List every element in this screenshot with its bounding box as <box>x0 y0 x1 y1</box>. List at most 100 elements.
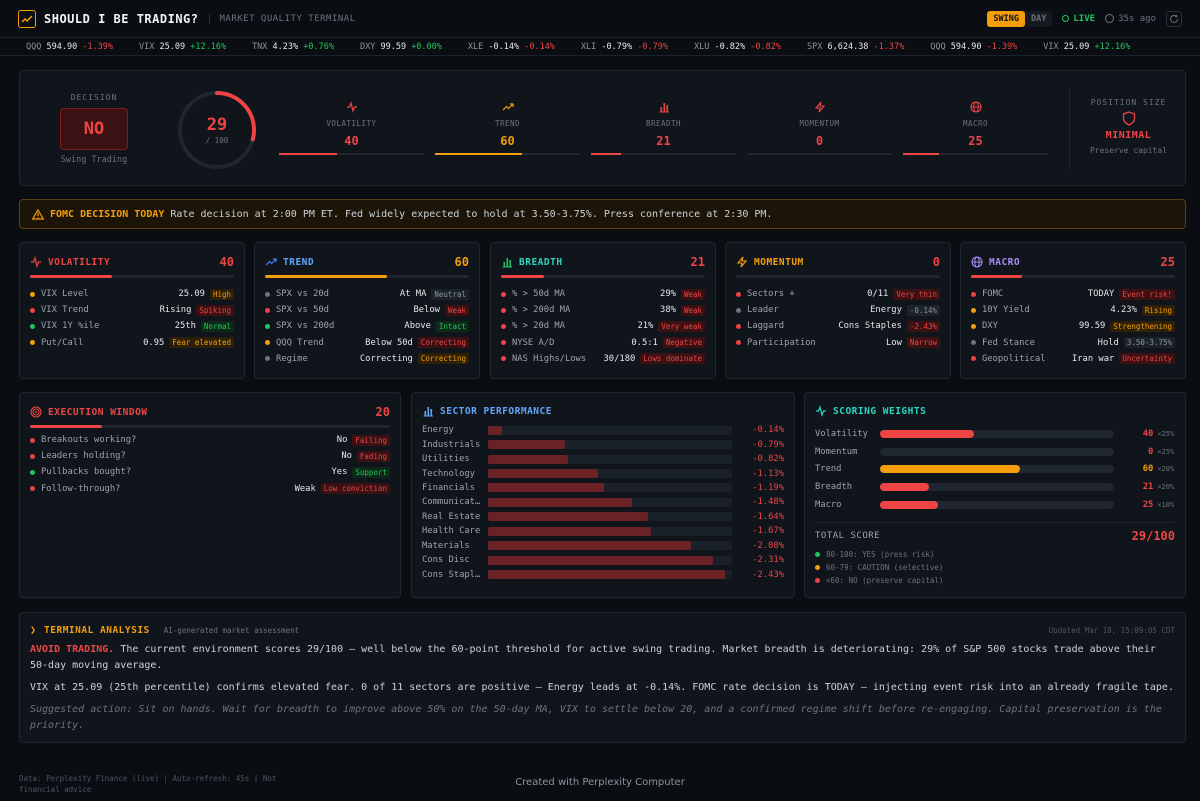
row-value: 29% <box>660 289 676 300</box>
sector-bar-track <box>488 469 732 479</box>
analysis-text: The current environment scores 29/100 — … <box>30 644 1156 671</box>
status-badge: Narrow <box>906 337 940 349</box>
status-dot-icon <box>30 453 35 459</box>
analysis-verdict: AVOID TRADING. <box>30 644 115 655</box>
weight-row: Macro 25 ×10% <box>805 496 1185 514</box>
weight-bar-track <box>879 447 1114 456</box>
sector-row: Cons Disc -2.31% <box>422 553 784 567</box>
sector-bar <box>488 440 566 450</box>
app-subtitle: MARKET QUALITY TERMINAL <box>208 13 356 24</box>
metric-value: 21 <box>656 134 671 148</box>
analysis-paragraph-2: VIX at 25.09 (25th percentile) confirms … <box>30 682 1174 693</box>
metric-bar <box>435 153 522 155</box>
weight-bar-track <box>879 501 1114 510</box>
metric-value: 40 <box>344 134 359 148</box>
footer-credit[interactable]: Created with Perplexity Computer <box>515 777 685 788</box>
row-value: 0.95 <box>143 337 165 348</box>
panel-title: EXECUTION WINDOW <box>48 406 148 418</box>
row-value: 0.5:1 <box>631 337 658 348</box>
ticker-change: -1.39% <box>986 41 1018 52</box>
row-value: Iran war <box>1071 353 1115 364</box>
sector-change: -1.48% <box>752 497 784 508</box>
row-label: Put/Call <box>41 337 84 348</box>
sector-bar-track <box>488 541 732 551</box>
sector-name: Communicat… <box>422 497 481 508</box>
legend-item: 80-100: YES (press risk) <box>805 548 1185 561</box>
row-label: Leaders holding? <box>41 451 126 462</box>
sector-name: Technology <box>422 468 475 479</box>
row-label: VIX Level <box>41 289 89 300</box>
ticker-tape: QQQ 594.90 -1.39% VIX 25.09 +12.16% TNX 4.… <box>0 38 1200 56</box>
status-badge: Correcting <box>417 337 469 349</box>
panel-score-bar <box>30 275 112 278</box>
sector-row: Real Estate -1.64% <box>422 510 784 524</box>
ticker-change: +12.16% <box>190 41 227 52</box>
status-badge: Uncertainty <box>1119 353 1175 365</box>
sector-name: Financials <box>422 482 475 493</box>
ticker-price: -0.14% <box>488 41 525 52</box>
row-value: TODAY <box>1087 289 1115 300</box>
row-label: Regime <box>276 353 308 364</box>
total-score-label: TOTAL SCORE <box>815 530 881 541</box>
live-label: LIVE <box>1073 13 1096 24</box>
row-label: QQQ Trend <box>276 337 324 348</box>
ticker-symbol: XLI <box>580 41 602 52</box>
metric-row: Laggard Cons Staples -2.43% <box>736 318 940 334</box>
metric-volatility: VOLATILITY 40 <box>279 101 424 155</box>
status-dot-icon <box>736 323 741 329</box>
globe-icon <box>969 101 982 113</box>
ticker-change: -1.39% <box>82 41 114 52</box>
row-value: Yes <box>331 467 348 478</box>
weight-score: 0 <box>1148 446 1154 457</box>
status-badge: Weak <box>680 288 705 300</box>
sector-name: Real Estate <box>422 511 481 522</box>
panel-score-bar <box>501 275 544 278</box>
panel-title: VOLATILITY <box>48 256 111 268</box>
sector-bar <box>488 425 502 435</box>
trending-up-icon <box>502 103 514 111</box>
row-label: VIX 1Y %ile <box>41 321 100 332</box>
ticker-item: XLE -0.14% -0.14% <box>468 42 555 52</box>
legend-item: <60: NO (preserve capital) <box>805 574 1185 587</box>
score-gauge-arc <box>178 91 256 169</box>
row-value: Energy <box>870 305 902 316</box>
panel-title: MOMENTUM <box>754 256 804 268</box>
target-icon <box>30 406 42 418</box>
globe-icon <box>971 256 983 268</box>
weight-name: Momentum <box>815 446 858 457</box>
metric-row: FOMC TODAY Event risk! <box>971 286 1175 302</box>
status-dot-icon <box>265 323 270 329</box>
metric-row: SPX vs 50d Below Weak <box>265 302 469 318</box>
metric-row: Breakouts working? No Failing <box>30 432 390 448</box>
ticker-price: 25.09 <box>1063 41 1095 52</box>
metric-row: VIX Level 25.09 High <box>30 286 234 302</box>
status-badge: Correcting <box>417 353 469 365</box>
mode-swing-button[interactable]: SWING <box>987 10 1026 27</box>
panel-score: 21 <box>690 255 705 269</box>
analysis-paragraph-1: AVOID TRADING. The current environment s… <box>30 642 1175 674</box>
weight-row: Volatility 40 ×25% <box>805 425 1185 443</box>
refresh-button[interactable] <box>1166 10 1182 27</box>
sector-bar-track <box>488 512 732 522</box>
sector-bar <box>488 469 599 479</box>
weight-name: Breadth <box>815 482 853 493</box>
status-dot-icon <box>501 291 506 297</box>
row-label: % > 20d MA <box>512 321 565 332</box>
weight-name: Macro <box>815 500 842 511</box>
legend-text: 80-100: YES (press risk) <box>826 549 935 559</box>
status-dot-icon <box>971 307 976 313</box>
panel-score-bar <box>971 275 1022 278</box>
status-badge: Very thin <box>893 288 940 300</box>
weight-score: 40 <box>1142 428 1154 439</box>
weight-row: Trend 60 ×20% <box>805 461 1185 479</box>
row-label: VIX Trend <box>41 305 89 316</box>
mode-day-button[interactable]: DAY <box>1031 13 1047 24</box>
legend-dot-icon <box>815 577 820 583</box>
sector-name: Materials <box>422 540 470 551</box>
status-dot-icon <box>971 356 976 362</box>
status-dot-icon <box>736 340 741 346</box>
sector-bar-track <box>488 454 732 464</box>
mode-toggle: SWING DAY <box>987 10 1053 27</box>
weight-name: Volatility <box>815 428 868 439</box>
status-badge: Failing <box>352 434 390 446</box>
